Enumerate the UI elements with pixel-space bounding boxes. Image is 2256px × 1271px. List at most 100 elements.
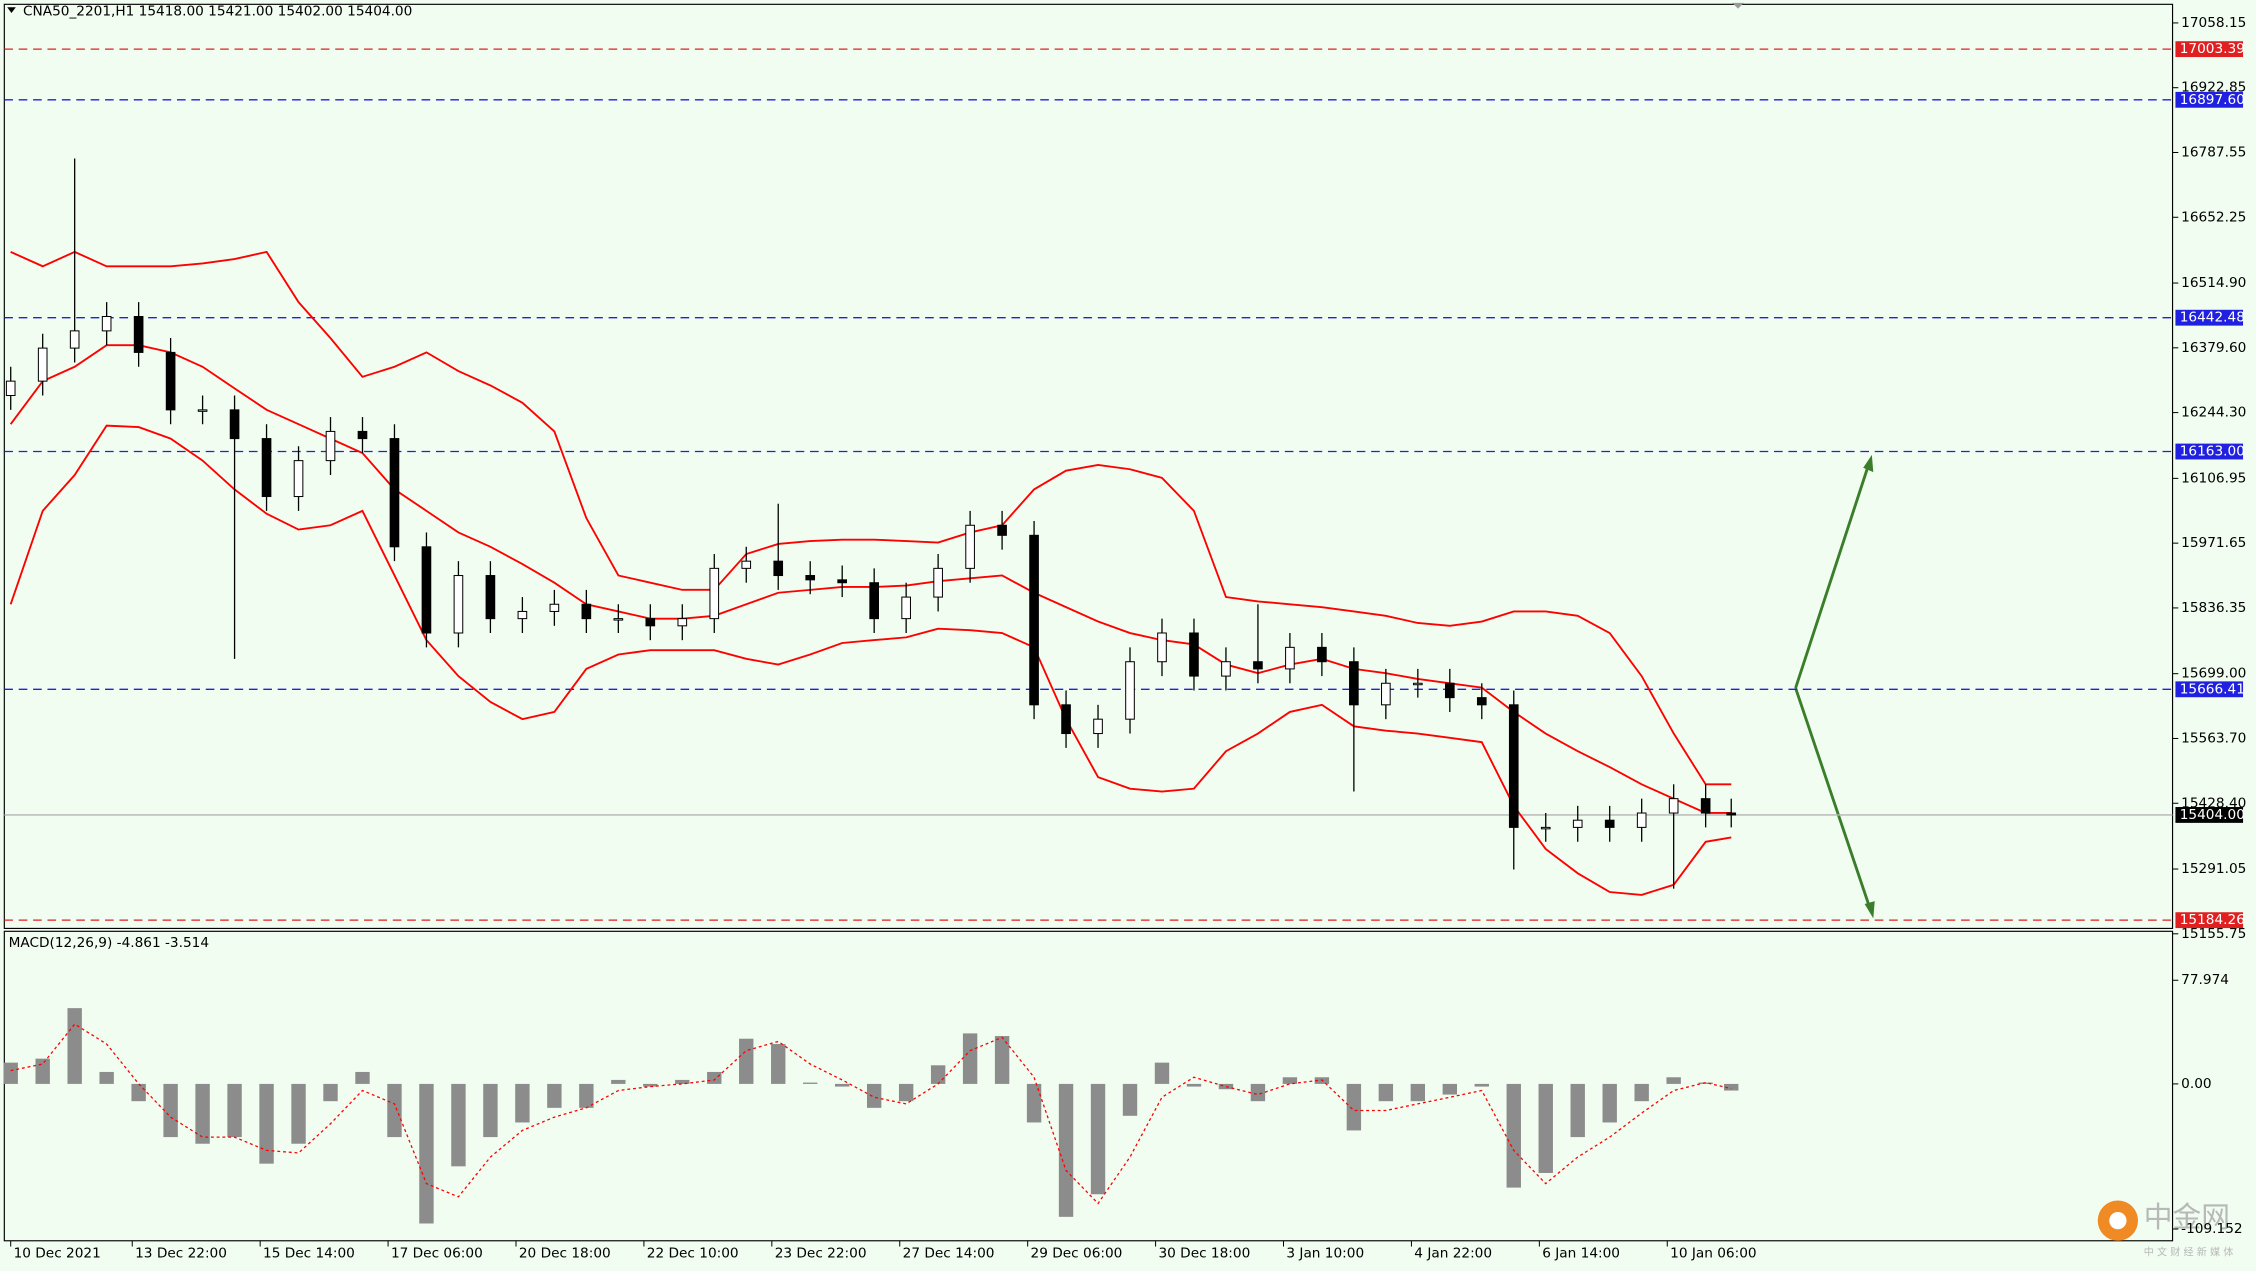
level-label-box	[2175, 309, 2244, 326]
macd-bar	[1058, 1083, 1074, 1217]
candle-body	[965, 524, 975, 569]
macd-bar	[419, 1083, 434, 1224]
macd-bar	[259, 1083, 274, 1164]
watermark: 中金网	[2144, 1200, 2230, 1234]
macd-bar	[1282, 1077, 1298, 1084]
candle-body	[869, 582, 879, 620]
candle-body	[229, 409, 240, 440]
candle-body	[645, 618, 656, 627]
candle-body	[421, 546, 432, 634]
y-tick-label: 17058.15	[2181, 15, 2246, 31]
candle-body	[517, 610, 528, 620]
x-tick-label: 3 Jan 10:00	[1286, 1246, 1364, 1262]
level-label: 17003.39	[2180, 41, 2245, 57]
macd-bar	[387, 1083, 402, 1138]
macd-bar	[1218, 1083, 1234, 1090]
candle-body	[549, 603, 560, 612]
macd-bar	[1538, 1083, 1553, 1173]
watermark-subtitle: 中 文 财 经 新 媒 体	[2144, 1245, 2234, 1258]
macd-bar	[803, 1082, 818, 1084]
candle-body	[1157, 632, 1167, 663]
candle-body	[773, 560, 784, 577]
x-tick-label: 15 Dec 14:00	[263, 1246, 355, 1262]
macd-bar	[707, 1071, 722, 1084]
macd-bar	[1506, 1083, 1521, 1188]
arrow-up	[1794, 463, 1871, 689]
forecast-arrows	[1794, 454, 1875, 919]
candle-body	[1726, 812, 1737, 816]
candle-body	[389, 438, 400, 548]
menu-triangle[interactable]	[7, 7, 16, 13]
x-tick-label: 30 Dec 18:00	[1158, 1246, 1250, 1262]
macd-bar	[515, 1083, 530, 1123]
y-tick-label: 16922.85	[2181, 80, 2246, 96]
candle-body	[837, 579, 848, 584]
level-label-box	[2175, 443, 2244, 460]
macd-y-tick-label: 0.00	[2181, 1076, 2211, 1092]
macd-bar	[323, 1083, 338, 1102]
candle-body	[165, 351, 176, 411]
x-tick-label: 17 Dec 06:00	[391, 1246, 483, 1262]
macd-bar	[1090, 1083, 1106, 1195]
macd-bar	[355, 1071, 370, 1084]
macd-bar	[451, 1083, 466, 1167]
logo-inner	[2109, 1211, 2127, 1230]
macd-bar	[866, 1083, 882, 1108]
x-tick-label: 13 Dec 22:00	[135, 1246, 227, 1262]
x-tick-label: 23 Dec 22:00	[775, 1246, 867, 1262]
x-tick-label: 10 Dec 2021	[14, 1246, 101, 1262]
candle-body	[741, 560, 752, 569]
candle-body	[1093, 718, 1103, 735]
macd-bar	[547, 1083, 562, 1108]
macd-y-tick-label: 77.974	[2181, 972, 2229, 988]
macd-bar	[195, 1083, 210, 1144]
candle-body	[805, 575, 816, 581]
candle-body	[1444, 682, 1455, 699]
candle-body	[1604, 819, 1615, 828]
candle-body	[1476, 697, 1487, 706]
candle-body	[1221, 661, 1231, 677]
candle-body	[293, 460, 304, 498]
y-tick-label: 16106.95	[2181, 470, 2246, 486]
macd-bar	[1250, 1083, 1266, 1102]
macd-bar	[1570, 1083, 1585, 1138]
macd-bar	[99, 1071, 114, 1084]
macd-bar	[898, 1083, 914, 1102]
macd-bar	[1154, 1062, 1170, 1084]
candle-body	[709, 567, 720, 620]
candle-body	[581, 603, 592, 620]
y-tick-label: 16379.60	[2181, 340, 2246, 356]
level-label-box	[2175, 41, 2244, 58]
x-tick-label: 20 Dec 18:00	[519, 1246, 611, 1262]
macd-bar	[291, 1083, 306, 1144]
macd-bar	[1186, 1083, 1202, 1087]
macd-bar	[834, 1083, 850, 1087]
level-label-box	[2175, 91, 2244, 108]
x-tick-label: 6 Jan 14:00	[1542, 1246, 1620, 1262]
macd-bar	[1666, 1077, 1681, 1084]
candle-body	[37, 347, 48, 382]
macd-bar	[1724, 1083, 1739, 1091]
x-tick-label: 27 Dec 14:00	[903, 1246, 995, 1262]
candle-body	[933, 567, 943, 598]
arrow-down	[1794, 687, 1872, 911]
y-tick-label: 16787.55	[2181, 144, 2246, 160]
candle-body	[1029, 534, 1039, 706]
candle-body	[613, 618, 624, 621]
x-tick-label: 10 Jan 06:00	[1670, 1246, 1756, 1262]
macd-label: MACD(12,26,9) -4.861 -3.514	[9, 935, 209, 951]
macd-bar	[1602, 1083, 1617, 1123]
level-label: 15404.00	[2180, 807, 2245, 823]
scroll-marker	[1732, 2, 1744, 9]
macd-bar	[1410, 1083, 1426, 1102]
macd-bar	[1442, 1083, 1457, 1095]
arrow-down-head	[1864, 901, 1875, 919]
y-tick-label: 15155.75	[2181, 926, 2246, 942]
chart-title: CNA50_2201,H1 15418.00 15421.00 15402.00…	[23, 4, 412, 20]
candle-body	[1317, 646, 1327, 663]
macd-bar	[1026, 1083, 1042, 1123]
band-lower	[9, 424, 1732, 896]
macd-bar	[67, 1008, 82, 1084]
